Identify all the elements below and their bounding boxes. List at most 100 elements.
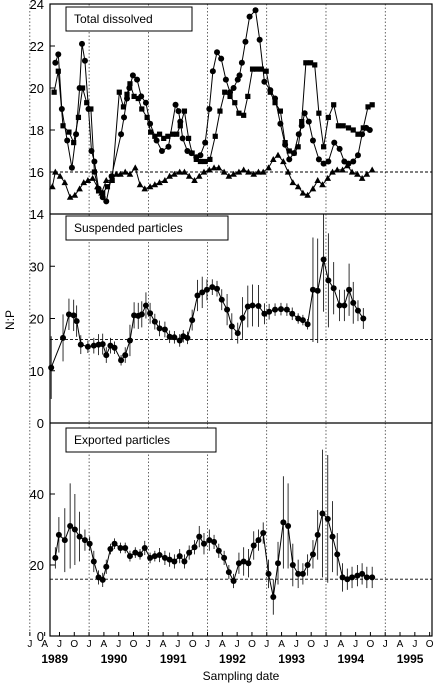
data-point xyxy=(365,104,371,110)
data-point xyxy=(341,302,348,309)
data-point xyxy=(195,172,203,179)
x-tick-month-label: J xyxy=(27,639,32,650)
data-point xyxy=(189,317,196,324)
data-point xyxy=(298,122,305,129)
data-point xyxy=(174,131,180,137)
data-point xyxy=(230,170,237,177)
data-point xyxy=(245,93,251,99)
data-point xyxy=(137,551,144,558)
data-point xyxy=(61,179,69,186)
data-point xyxy=(295,144,301,150)
data-point xyxy=(185,172,193,179)
data-point xyxy=(269,156,277,162)
data-point xyxy=(283,306,290,313)
data-point xyxy=(193,156,199,162)
data-point xyxy=(120,104,127,110)
data-point xyxy=(165,143,172,150)
data-point xyxy=(90,558,97,565)
data-point xyxy=(186,549,193,556)
data-point xyxy=(270,593,277,600)
data-point xyxy=(294,183,302,190)
data-point xyxy=(289,179,297,186)
data-point xyxy=(305,118,312,125)
data-point xyxy=(60,334,67,341)
data-point xyxy=(158,148,165,154)
data-point xyxy=(309,185,317,192)
data-point xyxy=(126,170,134,177)
data-point xyxy=(196,533,203,540)
data-point xyxy=(255,537,262,544)
data-point xyxy=(250,170,258,177)
x-tick-month-label: A xyxy=(278,639,285,650)
data-point xyxy=(89,174,96,181)
data-point xyxy=(330,285,337,292)
y-tick-label: 14 xyxy=(30,207,44,222)
data-point xyxy=(301,110,308,117)
data-point xyxy=(217,108,223,114)
data-point xyxy=(242,38,249,45)
data-point xyxy=(111,540,118,547)
data-point xyxy=(236,72,243,79)
data-point xyxy=(218,55,225,62)
data-point xyxy=(138,311,145,318)
data-point xyxy=(280,519,287,526)
data-point xyxy=(132,549,139,556)
data-point xyxy=(181,168,188,175)
data-point xyxy=(81,57,88,64)
data-point xyxy=(148,129,154,135)
data-point xyxy=(261,310,268,317)
data-point xyxy=(55,68,61,74)
data-point xyxy=(127,81,133,87)
data-point xyxy=(199,289,206,296)
data-point xyxy=(176,337,183,344)
data-point xyxy=(360,315,367,322)
data-point xyxy=(246,13,253,20)
data-point xyxy=(52,168,59,175)
data-point xyxy=(76,185,83,192)
data-point xyxy=(363,574,370,581)
x-tick-year-label: 1992 xyxy=(219,652,246,666)
y-tick-label: 24 xyxy=(30,0,44,12)
y-tick-label: 0 xyxy=(37,416,44,431)
data-point xyxy=(214,49,221,56)
data-point xyxy=(88,106,94,112)
data-point xyxy=(349,574,356,581)
data-point xyxy=(240,558,247,565)
data-point xyxy=(139,106,145,112)
x-tick-month-label: J xyxy=(116,639,121,650)
data-point xyxy=(249,302,256,309)
data-point xyxy=(235,560,242,567)
data-point xyxy=(314,287,321,294)
data-point xyxy=(221,554,228,561)
x-tick-month-label: A xyxy=(160,639,167,650)
data-point xyxy=(336,145,343,152)
data-point xyxy=(189,150,195,156)
data-point xyxy=(258,66,265,72)
x-tick-month-label: O xyxy=(130,639,138,650)
data-point xyxy=(124,91,130,97)
data-point xyxy=(80,179,88,186)
data-point xyxy=(320,256,327,263)
data-point xyxy=(111,344,118,351)
data-point xyxy=(315,156,322,163)
data-point xyxy=(244,303,251,310)
panel-title-box xyxy=(65,215,229,241)
data-point xyxy=(91,169,98,175)
data-point xyxy=(176,168,184,175)
data-point xyxy=(354,152,361,159)
data-point xyxy=(245,560,252,567)
data-point xyxy=(161,177,169,183)
data-point xyxy=(256,36,263,43)
data-point xyxy=(259,168,267,175)
data-point xyxy=(236,110,242,116)
data-point xyxy=(263,68,269,74)
data-point xyxy=(71,140,77,146)
data-point xyxy=(289,310,296,317)
data-point xyxy=(225,569,232,576)
x-tick-month-label: A xyxy=(41,639,48,650)
data-point xyxy=(277,108,283,114)
data-point xyxy=(212,133,218,139)
data-point xyxy=(239,314,246,321)
data-point xyxy=(339,166,346,173)
data-point xyxy=(60,123,66,129)
